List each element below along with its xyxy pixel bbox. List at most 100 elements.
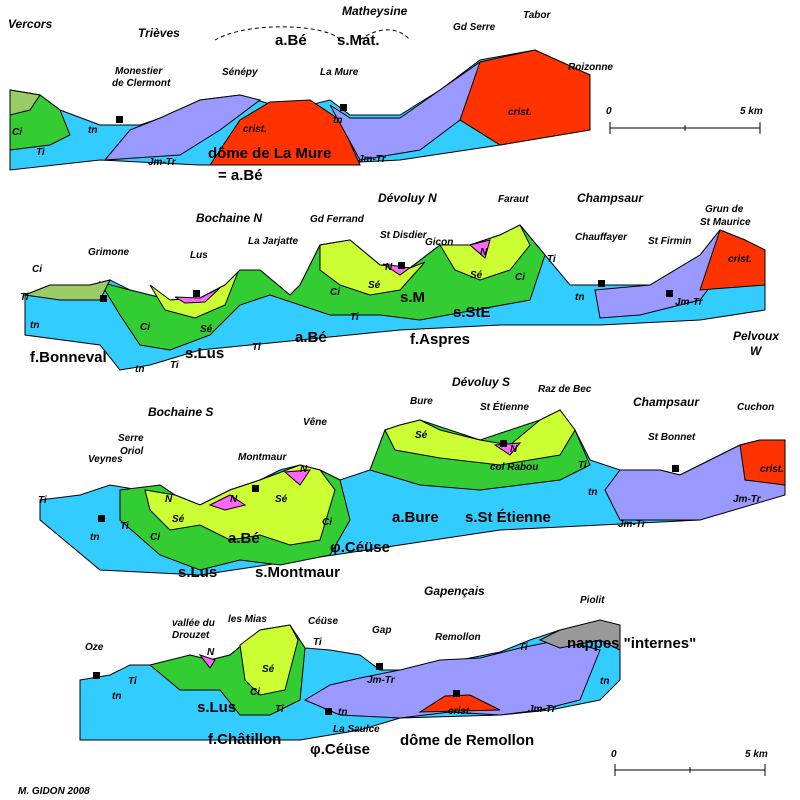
place-label: Chauffayer — [575, 232, 628, 243]
unit-label: s.Lus — [178, 564, 217, 581]
place-label: Ti — [313, 637, 322, 648]
region-label: Vercors — [8, 17, 53, 31]
place-label: Ti — [20, 292, 29, 303]
place-label: Gd Serre — [453, 22, 496, 33]
place-label: St Étienne — [480, 400, 529, 413]
place-label: tn — [338, 707, 347, 718]
unit-label: s.Mat. — [337, 32, 380, 49]
unit-label: φ.Céüse — [330, 539, 390, 556]
place-label: Ci — [140, 322, 150, 333]
place-label: tn — [588, 487, 597, 498]
place-label: N — [165, 494, 173, 505]
unit-label: a.Bure — [392, 509, 439, 526]
region-label: Pelvoux — [733, 329, 780, 343]
place-label: Lus — [190, 250, 208, 261]
unit-label: s.Lus — [185, 345, 224, 362]
unit-label: s.St Étienne — [465, 509, 551, 526]
unit-label: f.Aspres — [410, 331, 470, 348]
place-label: tn — [30, 320, 39, 331]
unit-label: s.Montmaur — [255, 564, 340, 581]
place-label: crist. — [728, 254, 752, 265]
place-label: Raz de Bec — [538, 384, 592, 395]
place-label: Piolit — [580, 595, 605, 606]
place-label: La Saulce — [333, 724, 380, 735]
place-label: Jm-Tr — [148, 157, 177, 168]
place-label: Ci — [32, 264, 42, 275]
place-label: Ti — [120, 521, 129, 532]
section-3-geology — [39, 409, 786, 576]
credit: M. GIDON 2008 — [18, 786, 90, 797]
place-label: col Rabou — [490, 462, 538, 473]
place-label: Ti — [128, 676, 137, 687]
place-label: crist. — [448, 706, 472, 717]
unit-label: dôme de Remollon — [400, 732, 534, 749]
place-label: Gicon — [425, 237, 453, 248]
place-label: Grun de — [705, 204, 744, 215]
place-label: tn — [135, 364, 144, 375]
place-label: Gd Ferrand — [310, 214, 365, 225]
place-label: tn — [575, 292, 584, 303]
place-label: Sé — [172, 514, 185, 525]
place-label: Bure — [410, 396, 433, 407]
place-label: Jm-Tr — [367, 675, 396, 686]
place-label: N — [510, 444, 518, 455]
place-label: Drouzet — [172, 630, 210, 641]
unit-label: a.Bé — [275, 32, 307, 49]
place-label: Jm-Tr — [618, 519, 647, 530]
region-label: Matheysine — [342, 4, 408, 18]
place-label: Roizonne — [568, 62, 613, 73]
place-label: tn — [90, 532, 99, 543]
scale-end: 5 km — [740, 106, 763, 117]
region-label: Bochaine S — [148, 405, 213, 419]
region-label: Dévoluy S — [452, 375, 510, 389]
region-label: Gapençais — [424, 584, 485, 598]
place-label: Sé — [262, 664, 275, 675]
unit-label: s.StE — [453, 304, 491, 321]
place-label: Ti — [519, 642, 528, 653]
place-label: Jm-Tr — [528, 704, 557, 715]
place-label: de Clermont — [112, 78, 171, 89]
unit-label: a.Bé — [228, 530, 260, 547]
unit-label: s.M — [400, 289, 425, 306]
place-label: Ci — [250, 687, 260, 698]
place-label: Gap — [372, 625, 391, 636]
place-label: Ti — [38, 495, 47, 506]
place-label: tn — [333, 115, 342, 126]
region-label: Champsaur — [633, 395, 700, 409]
unit-label: f.Bonneval — [30, 349, 107, 366]
scale-start: 0 — [606, 106, 612, 117]
place-label: St Firmin — [648, 236, 691, 247]
place-label: Sénépy — [222, 67, 258, 78]
unit-label: nappes "internes" — [567, 635, 696, 652]
place-label: N — [480, 247, 488, 258]
place-label: Cuchon — [737, 402, 774, 413]
place-label: Céüse — [308, 616, 338, 627]
place-label: tn — [600, 676, 609, 687]
place-label: Veynes — [88, 454, 123, 465]
place-label: les Mias — [228, 614, 267, 625]
place-label: Ci — [322, 517, 332, 528]
place-label: Ci — [150, 532, 160, 543]
section-2-geology — [23, 224, 766, 371]
place-label: Ti — [36, 147, 45, 158]
unit-label: a.Bé — [295, 329, 327, 346]
place-label: St Bonnet — [648, 432, 696, 443]
place-label: Ci — [330, 287, 340, 298]
unit-label: = a.Bé — [218, 167, 263, 184]
unit-label: f.Châtillon — [208, 731, 281, 748]
place-label: Ti — [170, 360, 179, 371]
place-label: Tabor — [523, 10, 552, 21]
place-label: Grimone — [88, 247, 130, 258]
unit-label: φ.Céüse — [310, 741, 370, 758]
scale-bar-2: 0 5 km — [611, 749, 768, 776]
region-label: Champsaur — [577, 191, 644, 205]
place-label: Ti — [578, 460, 587, 471]
place-label: Montmaur — [238, 452, 287, 463]
place-label: N — [385, 262, 393, 273]
place-label: Sé — [470, 270, 483, 281]
unit-label: dôme de La Mure — [208, 145, 331, 162]
scale-bar-1: 0 5 km — [606, 106, 763, 134]
place-label: tn — [88, 125, 97, 136]
place-label: Ci — [12, 127, 22, 138]
